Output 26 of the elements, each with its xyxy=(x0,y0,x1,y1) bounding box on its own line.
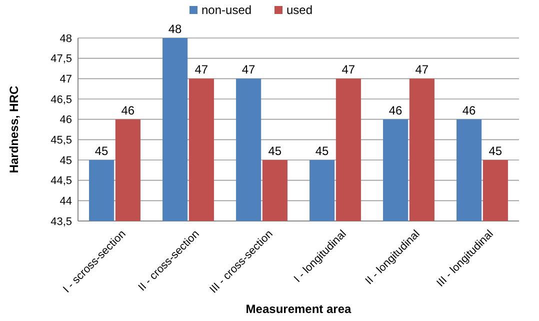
y-tick-label: 43,5 xyxy=(50,216,72,228)
y-tick-label: 48 xyxy=(60,32,72,45)
data-label: 46 xyxy=(388,103,403,118)
data-label: 45 xyxy=(488,144,502,158)
data-label: 46 xyxy=(121,103,135,118)
data-label: 45 xyxy=(268,144,282,158)
legend-label: non-used xyxy=(202,3,252,17)
data-label: 47 xyxy=(342,62,356,77)
y-tick-label: 44 xyxy=(60,196,72,208)
y-tick-label: 45 xyxy=(60,154,72,167)
y-tick-label: 45,5 xyxy=(50,134,72,147)
data-label: 48 xyxy=(168,22,182,36)
y-tick-label: 46 xyxy=(60,114,72,126)
legend-label: used xyxy=(286,3,313,17)
data-label: 47 xyxy=(242,62,256,77)
y-tick-label: 44,5 xyxy=(50,175,72,188)
x-axis-title: Measurement area xyxy=(246,302,352,316)
data-label: 47 xyxy=(415,62,429,77)
y-tick-label: 47 xyxy=(60,74,72,86)
y-tick-label: 47,5 xyxy=(50,53,72,66)
data-label: 46 xyxy=(462,103,476,118)
data-label: 45 xyxy=(94,144,109,158)
data-label: 47 xyxy=(194,62,208,77)
data-label: 45 xyxy=(315,144,330,158)
y-axis-title: Hardness, HRC xyxy=(7,85,21,174)
y-tick-label: 46,5 xyxy=(50,94,72,106)
